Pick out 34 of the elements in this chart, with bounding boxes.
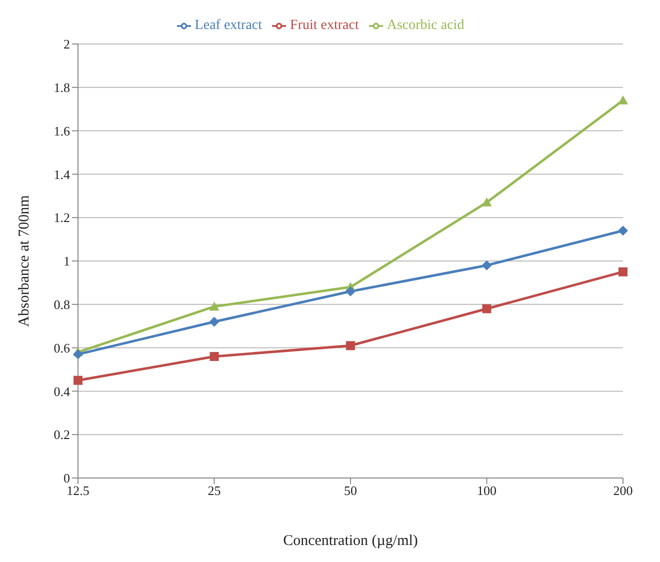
point xyxy=(618,95,628,104)
legend-label: Leaf extract xyxy=(194,18,262,33)
x-tick-label: 12.5 xyxy=(66,483,90,498)
point xyxy=(74,376,82,385)
x-tick-label: 25 xyxy=(208,483,221,498)
point xyxy=(482,197,492,206)
point xyxy=(73,349,83,360)
y-axis-title: Absorbance at 700nm xyxy=(16,194,32,327)
x-tick-label: 100 xyxy=(477,483,496,498)
x-axis-title: Concentration (µg/ml) xyxy=(283,533,418,549)
x-tick-label: 200 xyxy=(613,483,633,498)
x-tick-label: 50 xyxy=(344,483,357,498)
y-tick-label: 1 xyxy=(64,254,70,269)
point xyxy=(346,286,356,296)
legend-label: Ascorbic acid xyxy=(386,18,464,33)
y-tick-label: 0.2 xyxy=(54,427,70,442)
legend-label: Fruit extract xyxy=(290,18,359,33)
y-tick-label: 1.8 xyxy=(54,80,70,96)
y-tick-label: 1.2 xyxy=(54,210,70,226)
y-tick-label: 0.4 xyxy=(54,384,70,399)
point xyxy=(482,260,492,270)
y-tick-label: 0.6 xyxy=(54,340,70,356)
y-tick-label: 1.6 xyxy=(54,123,70,138)
y-tick-label: 0 xyxy=(64,470,70,486)
point xyxy=(618,226,628,236)
point xyxy=(346,341,355,350)
point xyxy=(209,316,220,327)
y-tick-label: 0.8 xyxy=(54,297,70,312)
point xyxy=(209,302,220,311)
point xyxy=(210,352,219,361)
y-tick-label: 2 xyxy=(64,36,70,52)
point xyxy=(482,304,492,314)
y-tick-label: 1.4 xyxy=(54,166,70,182)
point xyxy=(618,267,628,276)
